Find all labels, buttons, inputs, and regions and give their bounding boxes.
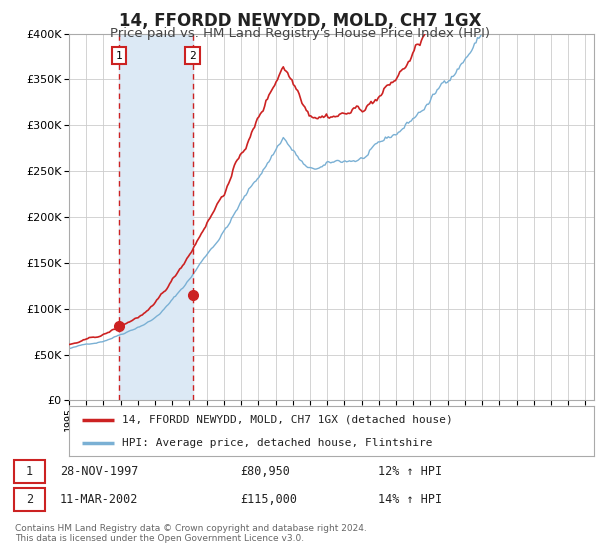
Bar [119, 34, 193, 400]
Text: Price paid vs. HM Land Registry's House Price Index (HPI): Price paid vs. HM Land Registry's House … [110, 27, 490, 40]
Text: £80,950: £80,950 [240, 465, 290, 478]
Text: 11-MAR-2002: 11-MAR-2002 [60, 493, 139, 506]
Text: 1: 1 [26, 465, 33, 478]
Text: 14, FFORDD NEWYDD, MOLD, CH7 1GX: 14, FFORDD NEWYDD, MOLD, CH7 1GX [119, 12, 481, 30]
Text: 14% ↑ HPI: 14% ↑ HPI [378, 493, 442, 506]
Text: HPI: Average price, detached house, Flintshire: HPI: Average price, detached house, Flin… [121, 438, 432, 449]
Text: £115,000: £115,000 [240, 493, 297, 506]
Text: 12% ↑ HPI: 12% ↑ HPI [378, 465, 442, 478]
Text: Contains HM Land Registry data © Crown copyright and database right 2024.
This d: Contains HM Land Registry data © Crown c… [15, 524, 367, 543]
Text: 14, FFORDD NEWYDD, MOLD, CH7 1GX (detached house): 14, FFORDD NEWYDD, MOLD, CH7 1GX (detach… [121, 414, 452, 424]
Text: 1: 1 [116, 50, 122, 60]
Text: 28-NOV-1997: 28-NOV-1997 [60, 465, 139, 478]
Text: 2: 2 [190, 50, 196, 60]
Text: 2: 2 [26, 493, 33, 506]
